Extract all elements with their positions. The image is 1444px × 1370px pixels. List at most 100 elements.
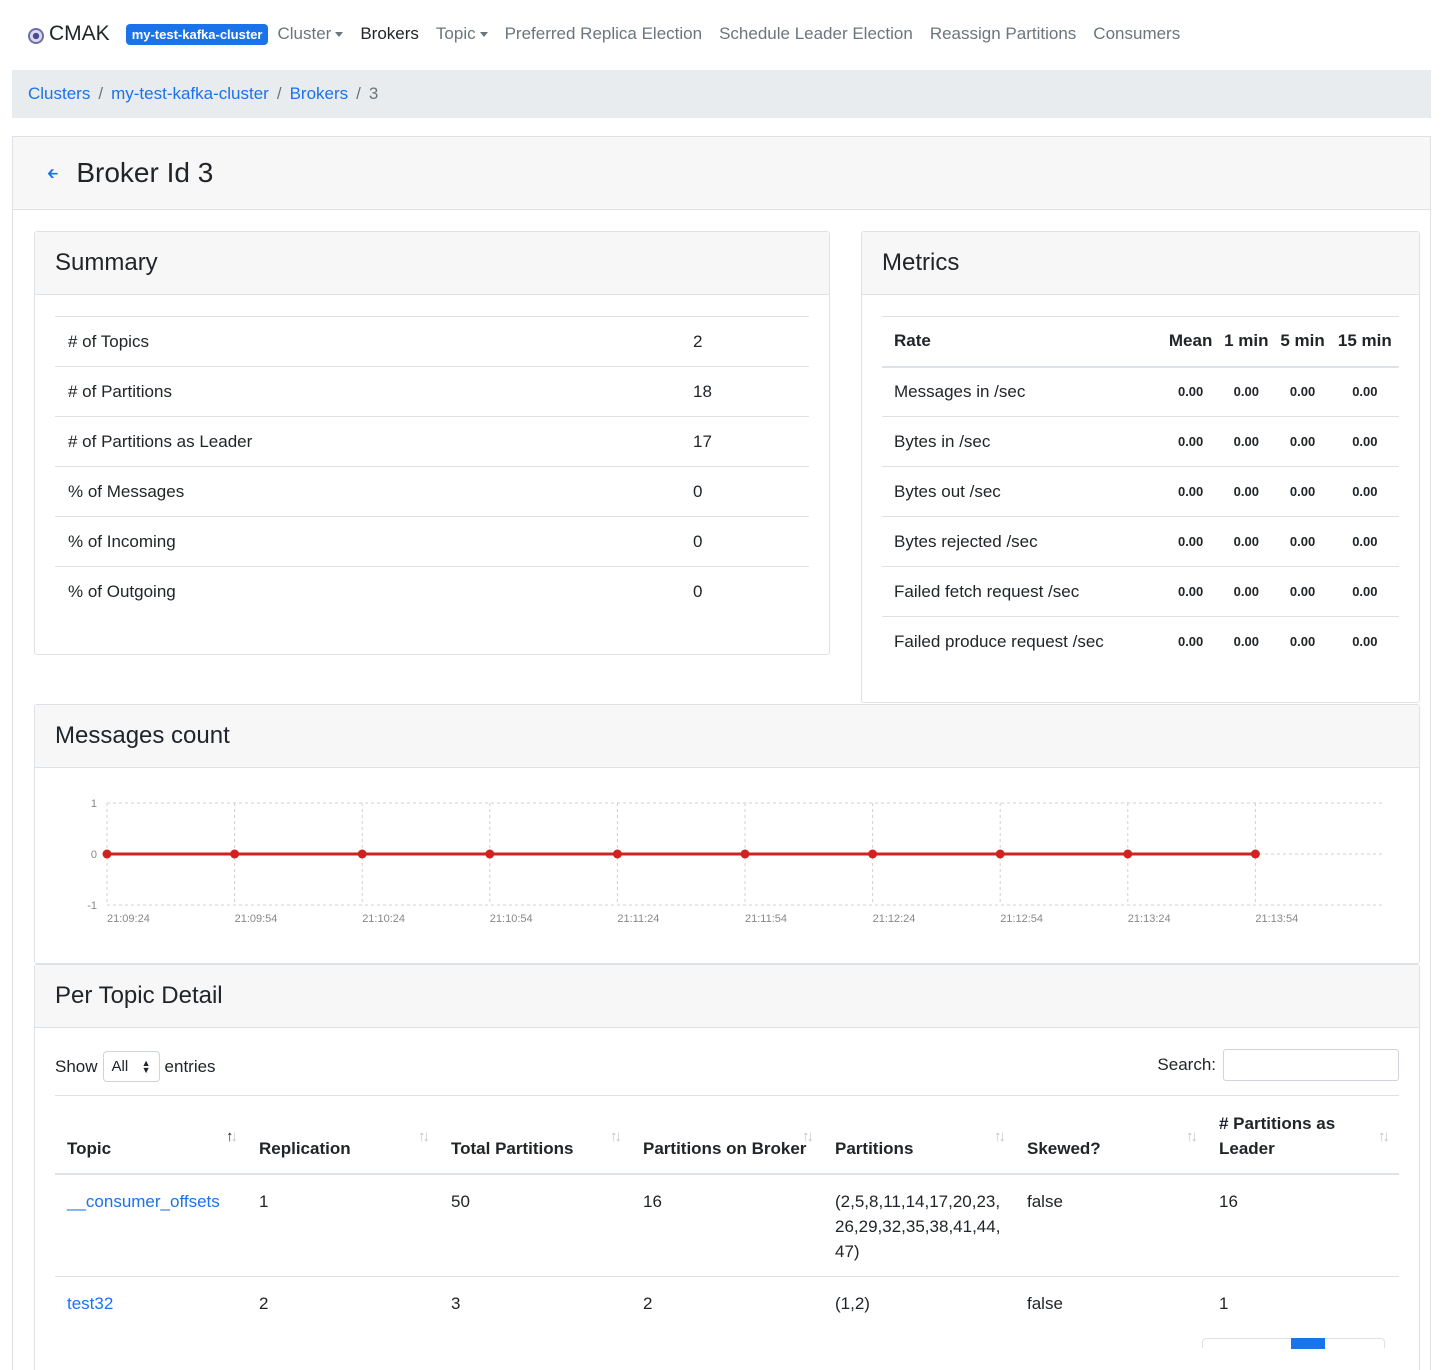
data-point: [1250, 849, 1260, 859]
broker-detail-card: 🡰 Broker Id 3 Summary # of Topics 2 # of P…: [12, 136, 1431, 1370]
metric-value: 0.00: [1163, 466, 1219, 517]
per-topic-title: Per Topic Detail: [35, 965, 1419, 1028]
metric-value: 0.00: [1218, 366, 1275, 417]
sort-icon[interactable]: ↑↓: [610, 1127, 622, 1145]
summary-table: # of Topics 2 # of Partitions 18 # of Partit…: [55, 316, 809, 617]
sort-icon[interactable]: ↑↓: [1186, 1127, 1198, 1145]
brand-label: CMAK: [49, 22, 110, 45]
search-input[interactable]: [1223, 1049, 1399, 1081]
cell-leader: 1: [1207, 1275, 1399, 1328]
breadcrumb-current: 3: [368, 84, 379, 103]
topic-link[interactable]: __consumer_offsets: [67, 1191, 220, 1211]
cell-partitions-on-broker: 16: [631, 1173, 823, 1276]
brand-link[interactable]: CMAK: [28, 22, 110, 46]
back-arrow-icon[interactable]: 🡰: [47, 165, 59, 181]
summary-value: 0: [693, 516, 809, 567]
pagination: [1202, 1338, 1385, 1349]
breadcrumb: Clusters / my-test-kafka-cluster / Broke…: [12, 70, 1431, 118]
breadcrumb-clusters[interactable]: Clusters: [28, 84, 91, 103]
x-tick-label: 21:12:24: [873, 913, 916, 925]
metric-value: 0.00: [1218, 616, 1275, 667]
x-tick-label: 21:13:54: [1255, 913, 1298, 925]
nav-reassign-partitions-label: Reassign Partitions: [929, 24, 1077, 43]
sort-icon[interactable]: ↑↓: [418, 1127, 430, 1145]
page-size-select[interactable]: All ▲ ▼: [102, 1051, 160, 1082]
summary-label: % of Messages: [55, 466, 693, 517]
nav-schedule-leader-election[interactable]: Schedule Leader Election: [719, 24, 913, 44]
table-row: __consumer_offsets 1 50 16 (2,5,8,11,14,17,2…: [55, 1173, 1399, 1276]
metric-value: 0.00: [1274, 366, 1331, 417]
metric-value: 0.00: [1163, 616, 1219, 667]
breadcrumb-brokers[interactable]: Brokers: [289, 84, 349, 103]
nav-preferred-replica-election[interactable]: Preferred Replica Election: [505, 24, 702, 44]
entries-label: entries: [164, 1056, 216, 1076]
summary-card: Summary # of Topics 2 # of Partitions 18 # o…: [34, 231, 830, 655]
top-navbar: CMAK my-test-kafka-cluster Cluster Broke…: [0, 0, 1444, 68]
column-header[interactable]: Total Partitions ↑↓: [439, 1095, 631, 1175]
page-size-value: All: [111, 1058, 129, 1075]
metric-value: 0.00: [1330, 366, 1399, 417]
summary-value: 2: [693, 316, 809, 367]
summary-label: # of Partitions: [55, 366, 693, 417]
nav-cluster[interactable]: Cluster: [277, 24, 344, 44]
summary-value: 17: [693, 416, 809, 467]
cell-topic: test32: [55, 1275, 247, 1328]
cell-partitions-on-broker: 2: [631, 1275, 823, 1328]
nav-topic[interactable]: Topic: [436, 24, 488, 44]
nav-consumers[interactable]: Consumers: [1093, 24, 1180, 44]
column-header[interactable]: Topic ↑↓: [55, 1095, 247, 1175]
metric-value: 0.00: [1330, 566, 1399, 617]
nav-brokers[interactable]: Brokers: [360, 24, 419, 44]
data-point: [1123, 849, 1133, 859]
breadcrumb-separator: /: [98, 84, 104, 103]
metric-value: 0.00: [1163, 516, 1219, 567]
cell-skewed: false: [1015, 1275, 1207, 1328]
metric-value: 0.00: [1218, 466, 1275, 517]
summary-label: # of Topics: [55, 316, 693, 367]
x-tick-label: 21:11:24: [617, 913, 659, 925]
column-header[interactable]: Replication ↑↓: [247, 1095, 439, 1175]
pagination-active-page[interactable]: [1291, 1338, 1325, 1349]
column-header[interactable]: Skewed? ↑↓: [1015, 1095, 1207, 1175]
sort-icon[interactable]: ↑↓: [802, 1127, 814, 1145]
show-label: Show: [55, 1056, 98, 1076]
nav-cluster-label: Cluster: [277, 24, 332, 43]
cell-partitions: (2,5,8,11,14,17,20,23,26,29,32,35,38,41,…: [823, 1173, 1015, 1276]
summary-row: % of Outgoing 0: [55, 566, 809, 617]
column-header[interactable]: Partitions on Broker ↑↓: [631, 1095, 823, 1175]
breadcrumb-cluster[interactable]: my-test-kafka-cluster: [111, 84, 269, 103]
cell-leader: 16: [1207, 1173, 1399, 1276]
metric-value: 0.00: [1274, 566, 1331, 617]
summary-label: % of Outgoing: [55, 566, 693, 617]
topic-link[interactable]: test32: [67, 1293, 114, 1313]
x-tick-label: 21:09:54: [235, 913, 278, 925]
cell-replication: 1: [247, 1173, 439, 1276]
metric-value: 0.00: [1218, 566, 1275, 617]
nav-schedule-leader-election-label: Schedule Leader Election: [719, 24, 913, 43]
column-header-label: Replication: [259, 1138, 351, 1158]
metrics-header: 5 min: [1274, 316, 1331, 368]
summary-row: # of Partitions as Leader 17: [55, 416, 809, 467]
metrics-header: Mean: [1163, 316, 1219, 368]
nav-reassign-partitions[interactable]: Reassign Partitions: [930, 24, 1076, 44]
x-tick-label: 21:10:54: [490, 913, 533, 925]
sort-icon[interactable]: ↑↓: [994, 1127, 1006, 1145]
breadcrumb-separator: /: [276, 84, 282, 103]
column-header[interactable]: Partitions ↑↓: [823, 1095, 1015, 1175]
metric-value: 0.00: [1274, 616, 1331, 667]
metric-label: Bytes in /sec: [882, 416, 1164, 467]
metric-value: 0.00: [1274, 466, 1331, 517]
metric-label: Bytes out /sec: [882, 466, 1164, 517]
cell-replication: 2: [247, 1275, 439, 1328]
column-header[interactable]: # Partitions as Leader ↑↓: [1207, 1095, 1399, 1175]
y-tick-label: -1: [87, 900, 97, 912]
y-tick-label: 1: [91, 798, 97, 810]
column-header-label: Partitions on Broker: [643, 1138, 807, 1158]
summary-title: Summary: [35, 232, 829, 295]
cell-topic: __consumer_offsets: [55, 1173, 247, 1276]
sort-icon[interactable]: ↑↓: [1378, 1127, 1390, 1145]
nav-consumers-label: Consumers: [1093, 24, 1181, 43]
sort-icon[interactable]: ↑↓: [226, 1127, 238, 1145]
metric-value: 0.00: [1330, 466, 1399, 517]
metrics-row: Failed fetch request /sec 0.00 0.00 0.00 0.0…: [882, 566, 1399, 617]
